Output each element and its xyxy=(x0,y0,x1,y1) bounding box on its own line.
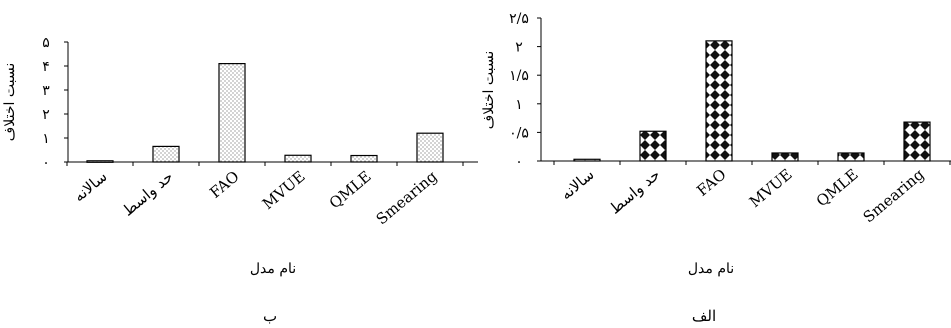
panel-label: الف xyxy=(692,307,716,325)
x-tick-label: FAO xyxy=(206,167,242,202)
y-tick-label: ۰/۵ xyxy=(509,125,529,141)
bar xyxy=(350,154,378,163)
x-tick-label: Smearing xyxy=(373,167,441,228)
y-tick-label: ۰ xyxy=(515,154,523,170)
y-ticks: ۰ ۰/۵ ۱ ۱/۵ ۲ ۲/۵ xyxy=(509,11,951,170)
x-tick-label: MVUE xyxy=(259,167,309,213)
bars xyxy=(573,40,931,162)
x-tick-label: QMLE xyxy=(326,167,375,212)
y-tick-label: ۵ xyxy=(42,35,50,51)
panel-label: ب xyxy=(263,307,277,325)
y-tick-label: ۰ xyxy=(42,155,50,171)
y-tick-label: ۱/۵ xyxy=(509,68,529,84)
x-tick-label: حد واسط xyxy=(606,165,664,217)
x-tick-label: Smearing xyxy=(860,165,928,226)
bar xyxy=(284,154,312,163)
y-tick-label: ۱ xyxy=(515,97,523,113)
bar xyxy=(573,158,601,162)
x-tick-label: سالانه xyxy=(557,165,598,203)
bar xyxy=(218,62,246,163)
y-tick-label: ۴ xyxy=(42,59,50,75)
bar xyxy=(705,40,733,162)
y-tick-label: ۲/۵ xyxy=(509,11,529,27)
chart-panel-alef: نسبت اختلاف نام مدل الف ۰ ۰/۵ ۱ ۱/۵ ۲ ۲/۵ سال… xyxy=(481,11,951,325)
bar xyxy=(152,145,180,163)
bar xyxy=(771,152,799,162)
y-ticks: ۰ ۱ ۲ ۳ ۴ ۵ xyxy=(42,35,464,171)
x-tick-label: FAO xyxy=(693,165,729,200)
x-tick-label: QMLE xyxy=(813,165,862,210)
x-tick-label: MVUE xyxy=(746,165,796,211)
x-axis-label: نام مدل xyxy=(250,261,296,277)
y-tick-label: ۲ xyxy=(42,107,50,123)
bar xyxy=(416,132,444,163)
bars xyxy=(86,62,444,163)
y-tick-label: ۳ xyxy=(42,83,50,99)
bar xyxy=(837,152,865,162)
bar xyxy=(86,160,114,163)
y-tick-label: ۱ xyxy=(42,131,50,147)
bar xyxy=(903,121,931,162)
y-axis-label: نسبت اختلاف xyxy=(2,63,18,141)
x-tick-label: سالانه xyxy=(70,167,111,205)
y-axis-label: نسبت اختلاف xyxy=(481,51,497,129)
y-tick-label: ۲ xyxy=(515,40,523,56)
bar xyxy=(639,130,667,162)
x-axis-label: نام مدل xyxy=(688,261,734,277)
chart-panel-b: نسبت اختلاف نام مدل ب ۰ ۱ ۲ ۳ ۴ ۵ سالانه حد وا… xyxy=(2,35,478,325)
x-tick-label: حد واسط xyxy=(119,167,177,219)
